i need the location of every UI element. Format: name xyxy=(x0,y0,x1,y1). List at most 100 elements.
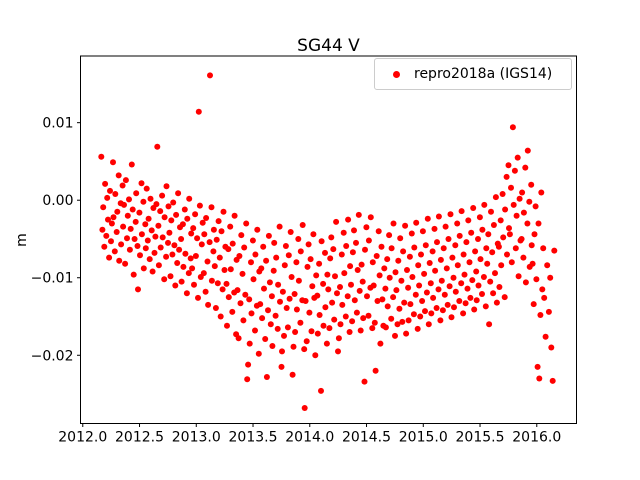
data-point xyxy=(273,254,280,261)
data-point xyxy=(520,254,527,261)
data-point xyxy=(401,299,408,306)
data-point xyxy=(351,297,358,304)
data-point xyxy=(152,233,159,240)
data-point xyxy=(166,229,173,236)
data-point xyxy=(313,272,320,279)
data-point xyxy=(485,231,492,238)
data-point xyxy=(310,231,317,238)
data-point xyxy=(111,248,118,255)
data-point xyxy=(204,258,211,265)
data-point xyxy=(388,315,395,322)
data-point xyxy=(252,251,259,258)
data-point xyxy=(435,213,442,220)
data-point xyxy=(179,221,186,228)
data-point xyxy=(361,378,368,385)
data-point xyxy=(187,255,194,262)
data-point xyxy=(343,243,350,249)
data-point xyxy=(376,272,383,279)
data-point xyxy=(301,346,308,353)
data-point xyxy=(242,291,249,298)
data-point xyxy=(375,228,382,235)
data-point xyxy=(266,279,273,286)
data-point xyxy=(475,236,481,242)
data-point xyxy=(103,232,110,239)
data-point xyxy=(513,212,520,219)
data-point xyxy=(131,236,138,242)
data-point xyxy=(258,265,265,272)
data-point xyxy=(183,290,190,297)
data-point xyxy=(198,241,205,248)
data-point xyxy=(495,243,502,250)
data-point xyxy=(140,198,147,205)
y-tick-label: 0.01 xyxy=(42,116,73,132)
data-point xyxy=(444,301,451,308)
data-point xyxy=(405,284,412,291)
data-point xyxy=(426,260,433,266)
data-point xyxy=(458,280,465,287)
data-point xyxy=(470,205,477,211)
data-point xyxy=(217,313,224,320)
data-point xyxy=(510,201,517,208)
data-point xyxy=(534,363,541,370)
x-tick-label: 2014.5 xyxy=(342,430,391,446)
data-point xyxy=(239,270,246,277)
data-point xyxy=(386,232,393,239)
data-point xyxy=(335,335,342,342)
data-point xyxy=(405,317,412,324)
data-point xyxy=(101,243,108,250)
legend-marker-icon xyxy=(393,70,400,78)
data-point xyxy=(515,273,522,280)
data-point xyxy=(446,283,453,290)
data-point xyxy=(393,287,400,294)
data-point xyxy=(306,309,313,316)
data-point xyxy=(477,256,484,263)
data-point xyxy=(454,220,461,227)
data-point xyxy=(127,225,134,232)
data-point xyxy=(522,164,529,171)
data-point xyxy=(281,332,287,339)
data-point xyxy=(142,245,149,252)
data-point xyxy=(379,296,386,303)
data-point xyxy=(292,329,299,335)
data-point xyxy=(475,282,482,289)
data-point xyxy=(216,254,223,261)
data-point xyxy=(153,201,160,208)
data-point xyxy=(185,270,192,277)
data-point xyxy=(246,296,253,303)
data-point xyxy=(531,231,538,238)
data-point xyxy=(107,187,113,194)
data-point xyxy=(332,273,338,280)
data-point xyxy=(261,285,267,292)
data-point xyxy=(225,246,232,253)
data-point xyxy=(473,268,480,275)
data-point xyxy=(522,279,529,286)
data-point xyxy=(454,262,461,269)
data-point xyxy=(333,218,340,225)
data-point xyxy=(362,246,368,253)
data-point xyxy=(112,191,119,197)
data-point xyxy=(281,262,288,269)
data-point xyxy=(396,305,403,312)
data-point xyxy=(499,191,506,197)
data-point xyxy=(269,343,276,349)
data-point xyxy=(322,249,328,256)
data-point xyxy=(447,211,454,218)
data-point xyxy=(440,245,447,252)
data-point xyxy=(208,277,215,284)
data-point xyxy=(544,262,551,269)
data-point xyxy=(248,310,255,317)
data-point xyxy=(295,277,302,284)
data-point xyxy=(190,225,197,232)
data-point xyxy=(134,243,141,249)
data-point xyxy=(309,283,316,290)
data-point xyxy=(225,294,232,301)
data-point xyxy=(386,274,393,281)
data-point xyxy=(322,304,329,311)
data-point xyxy=(104,194,111,201)
data-point xyxy=(458,208,465,215)
data-point xyxy=(353,309,360,316)
data-point xyxy=(108,238,114,245)
data-point xyxy=(304,263,311,270)
data-point xyxy=(417,313,424,320)
